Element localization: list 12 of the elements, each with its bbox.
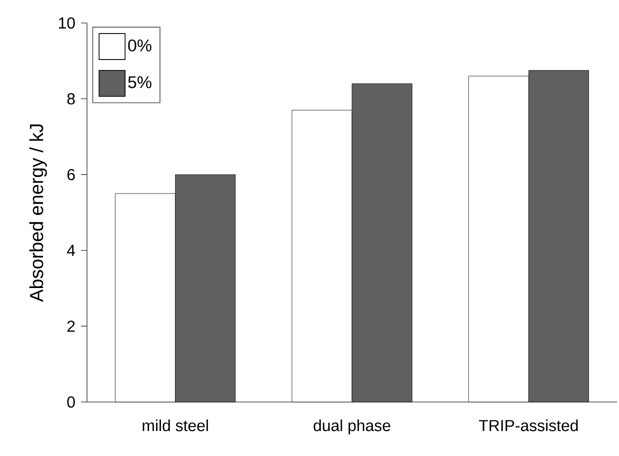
y-tick-label: 10	[58, 17, 75, 29]
y-axis-title: Absorbed energy / kJ	[29, 124, 47, 302]
y-tick-label: 6	[67, 168, 75, 180]
legend-label: 5%	[128, 76, 152, 88]
y-tick-label: 2	[67, 320, 75, 332]
y-tick-label: 8	[67, 93, 75, 104]
x-tick-label: TRIP-assisted	[478, 420, 578, 432]
x-tick-label: dual phase	[314, 420, 390, 434]
x-tick-label: mild steel	[142, 420, 208, 432]
y-tick-label: 4	[66, 244, 76, 256]
legend-label: 0%	[128, 39, 152, 52]
y-tick-label: 0	[67, 396, 75, 408]
